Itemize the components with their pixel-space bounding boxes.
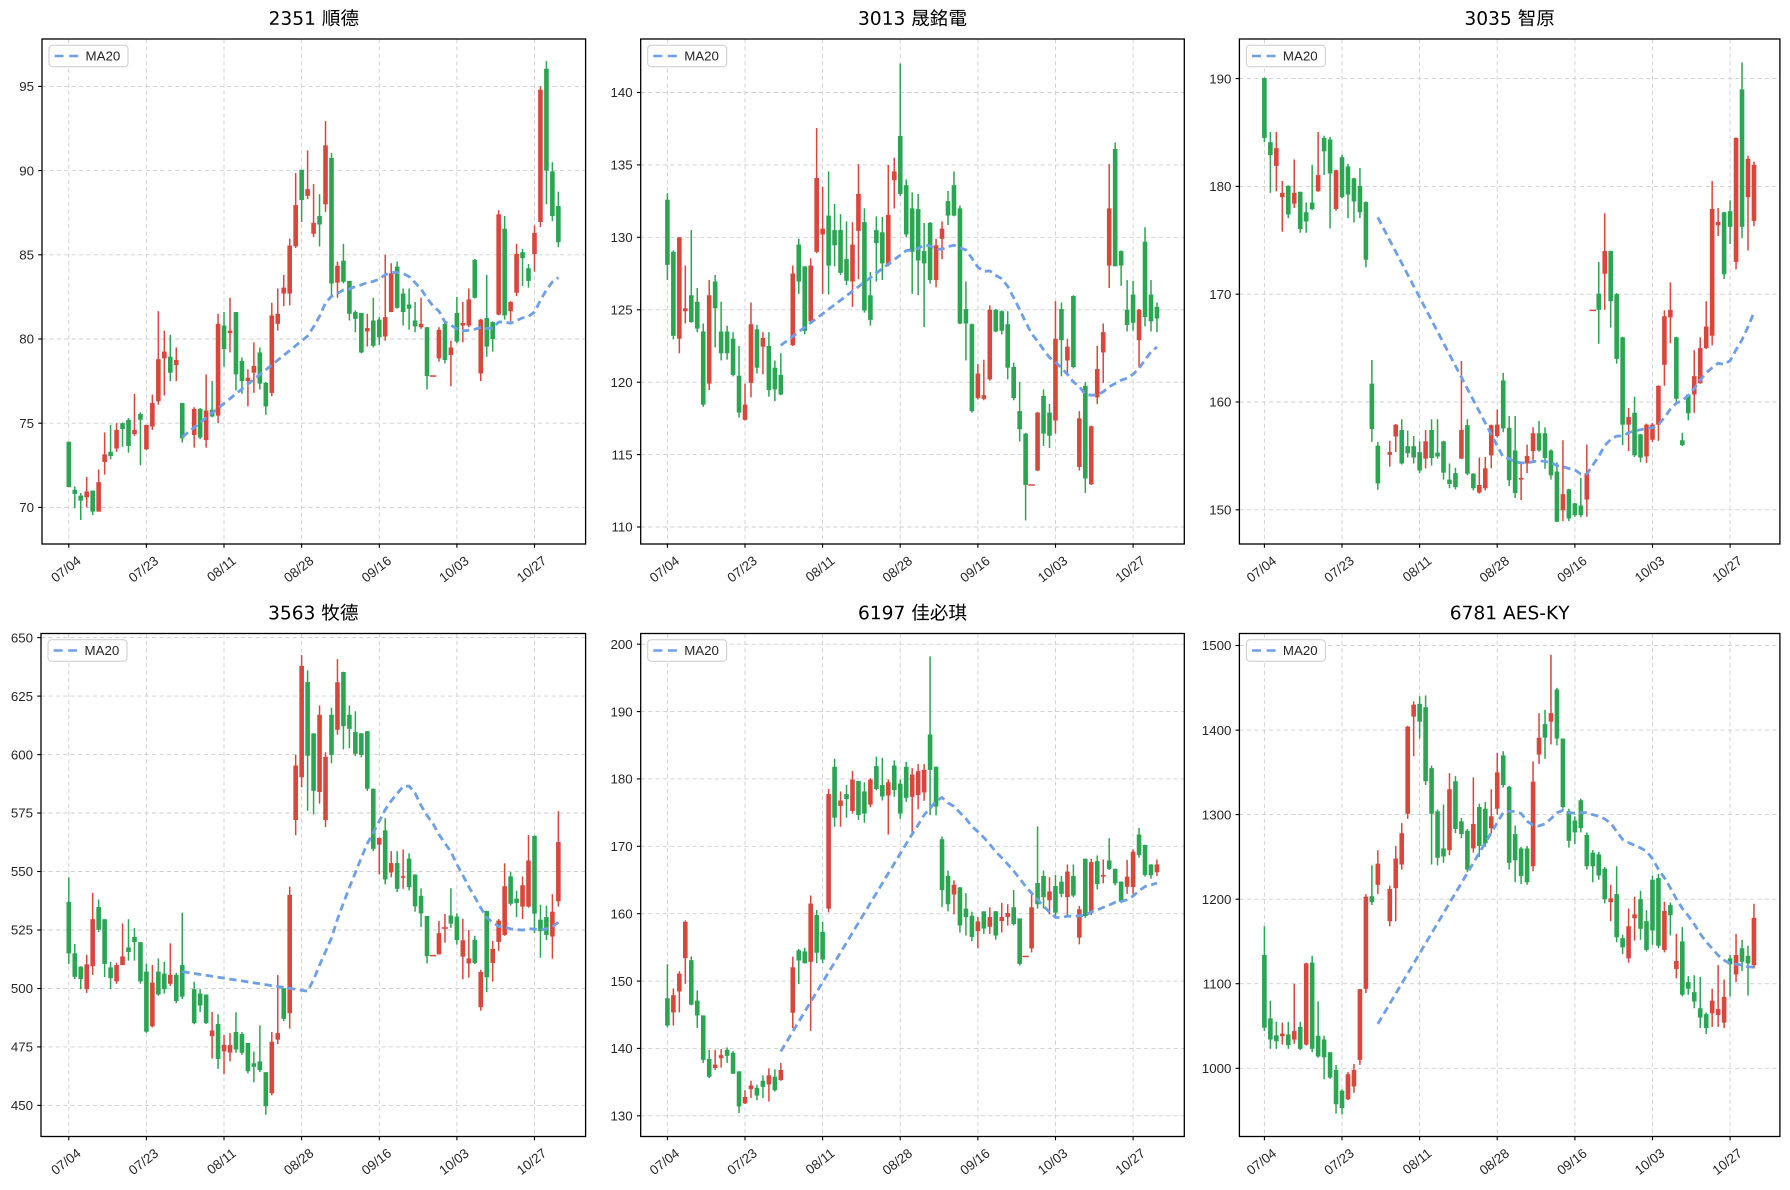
svg-text:07/04: 07/04 xyxy=(1244,553,1279,585)
svg-text:10/27: 10/27 xyxy=(1709,553,1744,585)
svg-text:75: 75 xyxy=(19,416,34,431)
svg-text:150: 150 xyxy=(1209,503,1231,518)
svg-text:140: 140 xyxy=(611,1041,633,1056)
svg-text:08/28: 08/28 xyxy=(1477,553,1512,585)
svg-text:170: 170 xyxy=(1209,287,1231,302)
svg-text:09/16: 09/16 xyxy=(957,1146,992,1178)
svg-text:500: 500 xyxy=(11,981,33,996)
svg-text:07/23: 07/23 xyxy=(126,553,161,585)
svg-text:08/28: 08/28 xyxy=(281,1146,316,1178)
svg-text:190: 190 xyxy=(611,704,633,719)
svg-text:MA20: MA20 xyxy=(1283,643,1318,658)
svg-text:MA20: MA20 xyxy=(684,643,719,658)
svg-text:MA20: MA20 xyxy=(1283,49,1318,64)
svg-text:10/03: 10/03 xyxy=(436,1146,471,1178)
svg-text:MA20: MA20 xyxy=(86,49,121,64)
svg-text:70: 70 xyxy=(19,500,34,515)
svg-text:1500: 1500 xyxy=(1202,638,1232,653)
svg-text:140: 140 xyxy=(611,85,633,100)
svg-text:10/27: 10/27 xyxy=(514,1146,549,1178)
svg-text:170: 170 xyxy=(611,839,633,854)
svg-text:550: 550 xyxy=(11,864,33,879)
svg-text:08/28: 08/28 xyxy=(880,553,915,585)
svg-text:180: 180 xyxy=(1209,179,1231,194)
svg-text:07/04: 07/04 xyxy=(647,1146,682,1178)
svg-text:MA20: MA20 xyxy=(85,643,120,658)
svg-text:135: 135 xyxy=(611,158,633,173)
svg-text:10/27: 10/27 xyxy=(1112,553,1147,585)
svg-text:115: 115 xyxy=(611,447,632,462)
svg-text:600: 600 xyxy=(11,747,33,762)
svg-text:07/23: 07/23 xyxy=(724,553,759,585)
svg-text:150: 150 xyxy=(611,974,633,989)
svg-text:1300: 1300 xyxy=(1202,807,1232,822)
svg-text:10/03: 10/03 xyxy=(1035,1146,1070,1178)
svg-text:625: 625 xyxy=(11,689,33,704)
svg-text:1200: 1200 xyxy=(1202,892,1232,907)
svg-text:80: 80 xyxy=(19,332,34,347)
svg-text:07/23: 07/23 xyxy=(126,1146,161,1178)
svg-text:160: 160 xyxy=(1209,395,1231,410)
svg-text:07/04: 07/04 xyxy=(1244,1146,1279,1178)
svg-text:09/16: 09/16 xyxy=(359,1146,394,1178)
svg-text:08/28: 08/28 xyxy=(880,1146,915,1178)
svg-text:110: 110 xyxy=(611,520,632,535)
svg-text:200: 200 xyxy=(611,637,633,652)
svg-text:10/03: 10/03 xyxy=(1632,553,1667,585)
svg-text:95: 95 xyxy=(19,79,34,94)
svg-text:130: 130 xyxy=(611,1109,633,1124)
svg-text:10/27: 10/27 xyxy=(1112,1146,1147,1178)
svg-text:180: 180 xyxy=(611,772,633,787)
svg-text:10/27: 10/27 xyxy=(1709,1146,1744,1178)
svg-text:07/04: 07/04 xyxy=(647,553,682,585)
svg-text:08/11: 08/11 xyxy=(204,1146,239,1178)
svg-text:525: 525 xyxy=(11,923,33,938)
svg-text:08/28: 08/28 xyxy=(281,553,316,585)
svg-text:07/23: 07/23 xyxy=(1321,1146,1356,1178)
svg-text:10/27: 10/27 xyxy=(514,553,549,585)
svg-text:125: 125 xyxy=(611,303,633,318)
svg-text:09/16: 09/16 xyxy=(359,553,394,585)
svg-text:07/23: 07/23 xyxy=(1321,553,1356,585)
svg-text:85: 85 xyxy=(19,248,34,263)
svg-text:450: 450 xyxy=(11,1098,33,1113)
svg-text:130: 130 xyxy=(611,230,633,245)
svg-text:08/11: 08/11 xyxy=(803,553,838,585)
svg-text:475: 475 xyxy=(11,1040,33,1055)
svg-text:120: 120 xyxy=(611,375,633,390)
svg-text:07/04: 07/04 xyxy=(48,1146,83,1178)
svg-text:MA20: MA20 xyxy=(684,49,719,64)
svg-text:10/03: 10/03 xyxy=(1632,1146,1667,1178)
svg-text:08/11: 08/11 xyxy=(204,553,239,585)
svg-text:1000: 1000 xyxy=(1202,1061,1232,1076)
svg-text:09/16: 09/16 xyxy=(957,553,992,585)
svg-text:08/11: 08/11 xyxy=(1400,553,1435,585)
svg-text:10/03: 10/03 xyxy=(436,553,471,585)
svg-text:08/28: 08/28 xyxy=(1477,1146,1512,1178)
svg-text:650: 650 xyxy=(11,630,33,645)
svg-text:1400: 1400 xyxy=(1202,723,1232,738)
svg-text:10/03: 10/03 xyxy=(1035,553,1070,585)
svg-text:90: 90 xyxy=(19,163,34,178)
svg-text:07/04: 07/04 xyxy=(48,553,83,585)
svg-text:1100: 1100 xyxy=(1203,976,1232,991)
svg-text:09/16: 09/16 xyxy=(1554,1146,1589,1178)
svg-text:07/23: 07/23 xyxy=(724,1146,759,1178)
svg-text:09/16: 09/16 xyxy=(1554,553,1589,585)
svg-text:190: 190 xyxy=(1209,71,1231,86)
svg-text:08/11: 08/11 xyxy=(803,1146,838,1178)
svg-text:575: 575 xyxy=(11,806,33,821)
svg-text:08/11: 08/11 xyxy=(1400,1146,1435,1178)
svg-text:160: 160 xyxy=(611,906,633,921)
